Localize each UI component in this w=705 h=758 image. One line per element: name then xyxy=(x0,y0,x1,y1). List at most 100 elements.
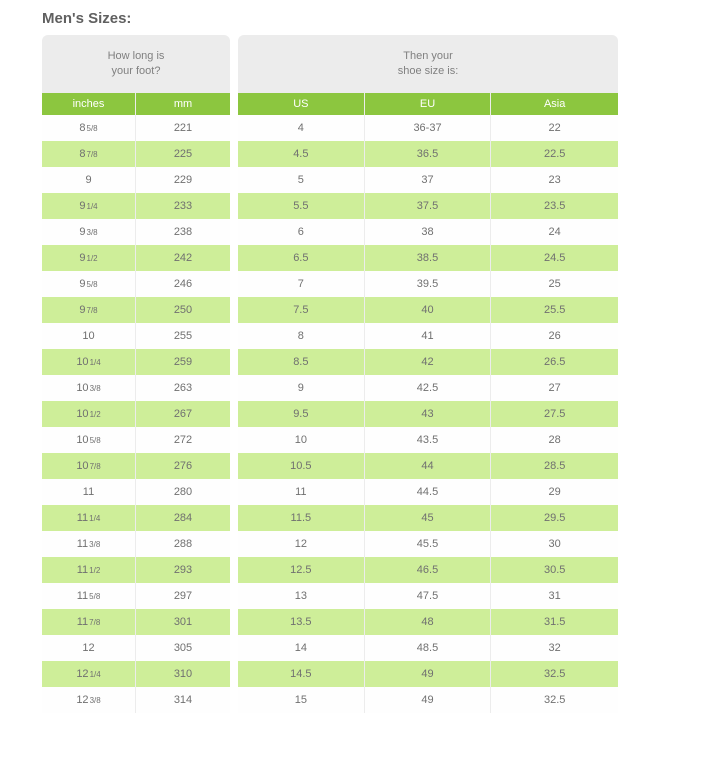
table-cell: 43.5 xyxy=(365,427,492,453)
table-cell: 38 xyxy=(365,219,492,245)
table-cell: 9 xyxy=(42,167,136,193)
col-header-eu: EU xyxy=(365,93,492,115)
col-asia-body: 2222.52323.52424.52525.52626.52727.52828… xyxy=(491,115,618,713)
inches-int: 12 xyxy=(76,668,88,680)
table-cell: 101/4 xyxy=(42,349,136,375)
table-cell: 117/8 xyxy=(42,609,136,635)
table-cell: 23.5 xyxy=(491,193,618,219)
table-cell: 23 xyxy=(491,167,618,193)
inches-int: 11 xyxy=(77,590,88,602)
table-cell: 44 xyxy=(365,453,492,479)
header-line: shoe size is: xyxy=(398,65,459,77)
table-cell: 24.5 xyxy=(491,245,618,271)
inches-frac: 1/2 xyxy=(86,254,98,263)
table-cell: 276 xyxy=(136,453,230,479)
table-cell: 259 xyxy=(136,349,230,375)
table-cell: 5.5 xyxy=(238,193,365,219)
shoe-size-columns: US 44.555.566.577.588.599.51010.51111.51… xyxy=(238,93,618,713)
table-cell: 31.5 xyxy=(491,609,618,635)
table-cell: 280 xyxy=(136,479,230,505)
col-inches-body: 85/887/8991/493/891/295/897/810101/4103/… xyxy=(42,115,136,713)
inches-int: 12 xyxy=(82,642,94,654)
inches-int: 10 xyxy=(76,460,88,472)
table-cell: 42.5 xyxy=(365,375,492,401)
table-cell: 91/4 xyxy=(42,193,136,219)
table-cell: 115/8 xyxy=(42,583,136,609)
table-cell: 314 xyxy=(136,687,230,713)
inches-int: 9 xyxy=(79,252,85,264)
inches-int: 10 xyxy=(76,382,88,394)
table-cell: 225 xyxy=(136,141,230,167)
table-cell: 111/4 xyxy=(42,505,136,531)
table-cell: 38.5 xyxy=(365,245,492,271)
table-cell: 121/4 xyxy=(42,661,136,687)
table-cell: 26.5 xyxy=(491,349,618,375)
inches-frac: 1/4 xyxy=(88,514,100,523)
table-cell: 123/8 xyxy=(42,687,136,713)
table-cell: 26 xyxy=(491,323,618,349)
inches-frac: 3/8 xyxy=(86,228,98,237)
table-cell: 5 xyxy=(238,167,365,193)
table-cell: 47.5 xyxy=(365,583,492,609)
inches-int: 12 xyxy=(76,694,88,706)
table-cell: 12 xyxy=(238,531,365,557)
table-cell: 9.5 xyxy=(238,401,365,427)
table-cell: 97/8 xyxy=(42,297,136,323)
col-inches: inches 85/887/8991/493/891/295/897/81010… xyxy=(42,93,136,713)
table-cell: 221 xyxy=(136,115,230,141)
table-cell: 9 xyxy=(238,375,365,401)
table-cell: 42 xyxy=(365,349,492,375)
table-cell: 29.5 xyxy=(491,505,618,531)
table-cell: 8 xyxy=(238,323,365,349)
table-cell: 107/8 xyxy=(42,453,136,479)
table-cell: 13 xyxy=(238,583,365,609)
table-cell: 7 xyxy=(238,271,365,297)
table-cell: 28 xyxy=(491,427,618,453)
inches-int: 11 xyxy=(77,512,88,524)
table-cell: 242 xyxy=(136,245,230,271)
inches-frac: 1/2 xyxy=(88,566,100,575)
table-cell: 27 xyxy=(491,375,618,401)
table-cell: 233 xyxy=(136,193,230,219)
table-cell: 48.5 xyxy=(365,635,492,661)
inches-int: 10 xyxy=(76,356,88,368)
inches-frac: 5/8 xyxy=(89,436,101,445)
inches-int: 8 xyxy=(79,122,85,134)
inches-frac: 7/8 xyxy=(88,618,100,627)
table-cell: 27.5 xyxy=(491,401,618,427)
table-cell: 250 xyxy=(136,297,230,323)
table-cell: 91/2 xyxy=(42,245,136,271)
table-cell: 103/8 xyxy=(42,375,136,401)
inches-int: 9 xyxy=(85,174,91,186)
inches-frac: 5/8 xyxy=(86,124,98,133)
table-cell: 8.5 xyxy=(238,349,365,375)
table-cell: 32.5 xyxy=(491,661,618,687)
table-cell: 10 xyxy=(42,323,136,349)
table-cell: 229 xyxy=(136,167,230,193)
col-mm: mm 2212252292332382422462502552592632672… xyxy=(136,93,230,713)
table-cell: 39.5 xyxy=(365,271,492,297)
table-cell: 30 xyxy=(491,531,618,557)
table-cell: 85/8 xyxy=(42,115,136,141)
inches-int: 10 xyxy=(76,408,88,420)
header-line: How long is xyxy=(108,50,165,62)
table-cell: 267 xyxy=(136,401,230,427)
table-cell: 310 xyxy=(136,661,230,687)
table-cell: 14 xyxy=(238,635,365,661)
table-cell: 37 xyxy=(365,167,492,193)
table-cell: 93/8 xyxy=(42,219,136,245)
table-cell: 95/8 xyxy=(42,271,136,297)
table-cell: 6 xyxy=(238,219,365,245)
table-cell: 238 xyxy=(136,219,230,245)
inches-int: 9 xyxy=(79,200,85,212)
inches-int: 11 xyxy=(83,486,94,498)
table-cell: 15 xyxy=(238,687,365,713)
table-cell: 272 xyxy=(136,427,230,453)
table-cell: 11 xyxy=(42,479,136,505)
table-cell: 4.5 xyxy=(238,141,365,167)
inches-int: 9 xyxy=(79,304,85,316)
col-header-asia: Asia xyxy=(491,93,618,115)
col-asia: Asia 2222.52323.52424.52525.52626.52727.… xyxy=(491,93,618,713)
table-cell: 25 xyxy=(491,271,618,297)
table-cell: 263 xyxy=(136,375,230,401)
